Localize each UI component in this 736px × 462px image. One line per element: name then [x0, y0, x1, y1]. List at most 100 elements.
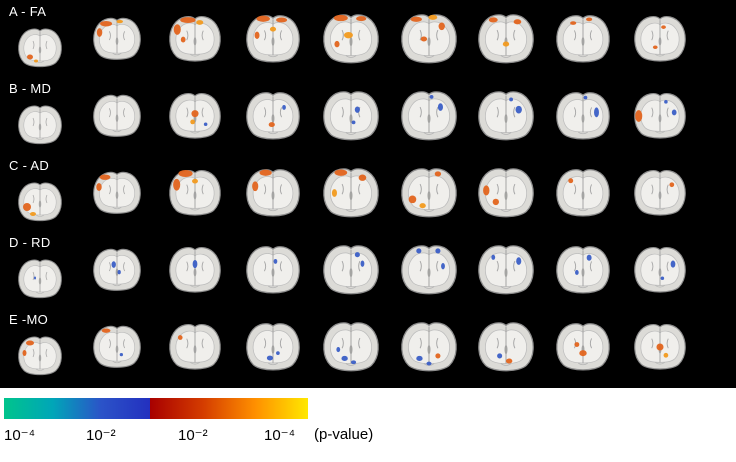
- brain-slice: [169, 92, 221, 139]
- brain-slice: [93, 325, 141, 368]
- brain-slice: [633, 15, 686, 62]
- slice-ventricle-left: [108, 184, 111, 194]
- slice-ventricle-right: [123, 30, 126, 40]
- stat-blob: [660, 276, 664, 280]
- slice-cell: [467, 11, 544, 67]
- stat-blob: [180, 16, 196, 23]
- slice-ventricle-right: [512, 337, 515, 348]
- slice-base-line: [654, 53, 665, 56]
- slice-ventricle-left: [419, 260, 422, 271]
- slice-ventricle-left: [341, 260, 344, 271]
- slice-ventricle-left: [573, 183, 576, 194]
- slice-cell: [621, 167, 698, 219]
- slice-ventricle-mid: [115, 344, 119, 353]
- stat-blob: [569, 20, 576, 25]
- slice-ventricle-mid: [349, 267, 353, 277]
- stat-blob: [190, 119, 195, 124]
- stat-blob: [655, 342, 664, 351]
- slice-base-line: [267, 208, 279, 211]
- slice-ventricle-left: [263, 29, 267, 40]
- brain-row-2: B - MD: [0, 77, 736, 154]
- slice-ventricle-left: [32, 348, 35, 357]
- slice-base-line: [577, 54, 588, 57]
- slice-base-line: [267, 131, 279, 134]
- stat-blob: [425, 361, 432, 365]
- slice-cell: [467, 165, 544, 221]
- brain-slice: [93, 17, 141, 60]
- slice-ventricle-right: [123, 107, 126, 117]
- stat-blob: [34, 59, 38, 62]
- slice-ventricle-right: [435, 183, 438, 194]
- colorbar-tick-neg-weak: 10⁻²: [86, 427, 116, 444]
- row-label: D - RD: [9, 235, 51, 250]
- slice-cell: [2, 239, 78, 301]
- slice-ventricle-left: [419, 337, 422, 348]
- slice-ventricle-left: [263, 260, 267, 271]
- brain-slice: [323, 321, 379, 371]
- stat-blob: [173, 23, 181, 35]
- slice-cell: [312, 11, 390, 67]
- stat-blob: [99, 173, 111, 180]
- stat-blob: [96, 27, 103, 37]
- brain-slice: [477, 167, 534, 217]
- stat-blob: [408, 195, 416, 203]
- slice-ventricle-mid: [349, 344, 353, 354]
- stat-blob: [266, 355, 273, 360]
- slice-ventricle-mid: [658, 113, 661, 122]
- slice-ventricle-mid: [426, 36, 431, 46]
- brain-slice: [323, 244, 379, 294]
- slice-ventricle-right: [512, 29, 515, 40]
- slice-base-line: [423, 208, 434, 212]
- colorbar: [4, 398, 308, 419]
- stat-blob: [420, 35, 427, 42]
- slice-ventricle-mid: [38, 46, 42, 53]
- slice-ventricle-right: [279, 29, 283, 40]
- slice-strip: [2, 308, 736, 385]
- stat-blob: [26, 340, 34, 345]
- brain-slice: [246, 168, 300, 216]
- slice-ventricle-right: [45, 40, 48, 49]
- brain-slice: [400, 244, 457, 294]
- slice-cell: [156, 13, 234, 65]
- brain-slice: [400, 90, 457, 140]
- slice-ventricle-left: [263, 337, 267, 348]
- stat-blob: [351, 359, 357, 364]
- brain-slice: [18, 182, 62, 221]
- slice-ventricle-right: [45, 117, 48, 126]
- slice-ventricle-mid: [426, 267, 431, 277]
- slice-ventricle-mid: [503, 190, 508, 200]
- stat-blob: [482, 184, 489, 196]
- brain-row-4: D - RD: [0, 231, 736, 308]
- slice-ventricle-left: [341, 337, 344, 348]
- stat-blob: [276, 17, 288, 22]
- slice-cell: [234, 89, 312, 143]
- slice-base-line: [112, 52, 122, 55]
- slice-ventricle-left: [108, 261, 111, 271]
- slice-base-line: [35, 291, 45, 294]
- slice-ventricle-right: [201, 184, 204, 194]
- slice-cell: [467, 88, 544, 144]
- stat-blob: [336, 346, 341, 352]
- stat-blob: [652, 45, 658, 49]
- stat-blob: [634, 109, 642, 122]
- slice-ventricle-right: [666, 261, 669, 271]
- stat-blob: [593, 106, 599, 117]
- stat-blob: [515, 256, 521, 265]
- slice-cell: [467, 319, 544, 375]
- brain-slice: [93, 94, 141, 137]
- brain-slice: [633, 246, 686, 293]
- slice-cell: [2, 85, 78, 147]
- slice-ventricle-right: [435, 337, 438, 348]
- slice-ventricle-left: [32, 40, 35, 49]
- slice-base-line: [190, 207, 200, 210]
- slice-cell: [78, 169, 156, 217]
- slice-cell: [234, 320, 312, 374]
- slice-ventricle-right: [279, 183, 283, 194]
- stat-blob: [505, 357, 512, 364]
- slice-ventricle-mid: [271, 344, 275, 354]
- stat-blob: [670, 260, 675, 268]
- brain-slice: [555, 245, 610, 293]
- slice-base-line: [112, 360, 122, 363]
- slice-base-line: [345, 208, 357, 212]
- stat-blob: [351, 119, 356, 124]
